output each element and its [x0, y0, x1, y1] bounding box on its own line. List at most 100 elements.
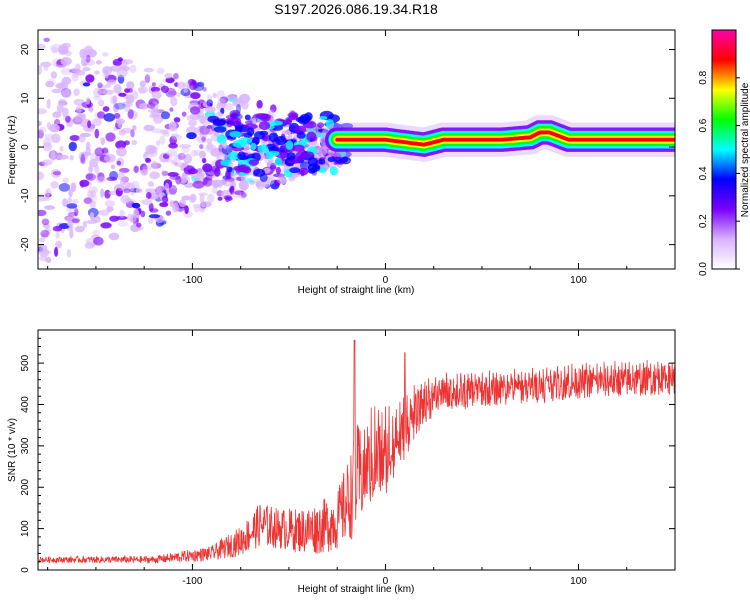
spectrogram-cell: [195, 170, 206, 177]
spectrogram-cell: [116, 147, 127, 157]
spectrogram-cell: [67, 197, 73, 204]
spectrogram-cell: [38, 247, 49, 257]
spectrogram-cell: [239, 191, 247, 200]
spectrogram-cell: [61, 107, 69, 117]
spectrogram-cell: [281, 130, 292, 135]
spectrogram-cell: [115, 140, 127, 150]
spectrogram-cell: [151, 82, 156, 87]
colorbar-tick-label: 0.2: [698, 214, 709, 228]
spectrogram-ridge-band-5: [335, 130, 675, 147]
snr-series-line: [38, 339, 675, 565]
spectrogram-cell: [75, 69, 86, 76]
spectrogram-cell: [82, 66, 91, 72]
spectrogram-cell: [66, 203, 78, 209]
spectrogram-cell: [149, 114, 156, 119]
spectrogram-cell: [165, 210, 172, 216]
spectrogram-cell: [129, 64, 137, 74]
spectrogram-cell: [92, 118, 102, 127]
spectrogram-cell: [61, 76, 72, 85]
spectrogram-cell: [60, 57, 72, 66]
snr-plot-area: [38, 330, 675, 570]
spectrogram-cell: [253, 168, 266, 177]
spectrogram-cell: [74, 207, 79, 217]
colorbar-gradient: [712, 30, 736, 269]
spectrogram-cell: [67, 212, 77, 217]
spectrogram-cell: [115, 118, 125, 125]
spectrogram-cell: [44, 133, 55, 140]
spectrogram-cell: [121, 59, 134, 65]
spectrogram-cell: [75, 108, 85, 114]
spectrogram-cell: [129, 215, 137, 223]
spectrogram-cell: [296, 132, 306, 139]
spectrogram-cell: [100, 188, 105, 198]
spectrogram-cell: [298, 167, 309, 176]
spectrogram-cell: [170, 133, 180, 138]
spectrogram-cell: [206, 99, 214, 107]
spectrogram-cell: [114, 102, 126, 110]
spectrogram-cell: [289, 167, 301, 174]
spectrogram-cell: [256, 113, 269, 120]
spectrogram-cell: [202, 86, 207, 92]
spectrogram-cell: [38, 129, 44, 139]
spectrogram-cell: [287, 112, 299, 118]
spectrogram-x-tick-label: 0: [383, 275, 389, 286]
spectrogram-cell: [162, 153, 170, 159]
spectrogram-cell: [237, 151, 246, 161]
spectrogram-cell: [38, 108, 48, 115]
spectrogram-cell: [276, 175, 287, 184]
spectrogram-cell: [148, 214, 161, 219]
spectrogram-cell: [146, 192, 152, 199]
spectrogram-cell: [269, 165, 277, 170]
spectrogram-cell: [120, 127, 133, 134]
spectrogram-cell: [145, 144, 156, 155]
spectrogram-cell: [117, 171, 125, 181]
colorbar: 0.0 0.2 0.4 0.6 0.8 Normalized spectral ampl…: [698, 29, 750, 276]
spectrogram-cell: [258, 121, 271, 131]
spectrogram-cell: [52, 225, 63, 232]
spectrogram-cell: [51, 88, 63, 94]
spectrogram-cell: [58, 43, 69, 53]
spectrogram-cell: [106, 176, 118, 182]
spectrogram-cell: [85, 49, 97, 58]
spectrogram-cell: [118, 92, 127, 97]
spectrogram-cell: [223, 181, 235, 187]
spectrogram-cell: [196, 135, 207, 144]
spectrogram-cell: [48, 123, 60, 133]
spectrogram-cell: [294, 125, 307, 134]
spectrogram-cell: [162, 131, 171, 137]
spectrogram-cell: [109, 95, 118, 105]
spectrogram-cell: [116, 160, 122, 166]
spectrogram-cell: [244, 177, 254, 183]
spectrogram-cell: [190, 149, 198, 157]
spectrogram-cell: [82, 82, 91, 87]
spectrogram-cell: [216, 134, 227, 144]
spectrogram-cell: [213, 126, 227, 133]
spectrogram-cell: [75, 106, 81, 115]
spectrogram-cell: [56, 103, 64, 113]
spectrogram-cell: [62, 198, 68, 208]
spectrogram-cell: [41, 159, 53, 166]
spectrogram-cell: [253, 178, 261, 183]
spectrogram-cell: [243, 123, 258, 130]
spectrogram-cell: [100, 137, 106, 146]
spectrogram-cell: [327, 156, 336, 163]
spectrogram-cell: [96, 176, 106, 184]
spectrogram-cell: [273, 173, 285, 178]
spectrogram-cell: [69, 154, 74, 161]
spectrogram-cell: [72, 67, 77, 73]
spectrogram-cell: [38, 120, 42, 127]
spectrogram-cell: [44, 205, 56, 210]
spectrogram-cell: [304, 151, 315, 158]
spectrogram-cell: [165, 188, 177, 195]
spectrogram-cell: [329, 166, 338, 176]
spectrogram-cell: [240, 192, 247, 198]
spectrogram-cell: [139, 80, 146, 88]
spectrogram-cell: [80, 153, 86, 164]
spectrogram-cell: [38, 171, 45, 181]
spectrogram-cell: [188, 119, 197, 127]
spectrogram-cell: [170, 96, 178, 107]
spectrogram-cell: [217, 97, 226, 107]
spectrogram-cell: [280, 169, 285, 178]
spectrogram-cell: [273, 179, 281, 186]
